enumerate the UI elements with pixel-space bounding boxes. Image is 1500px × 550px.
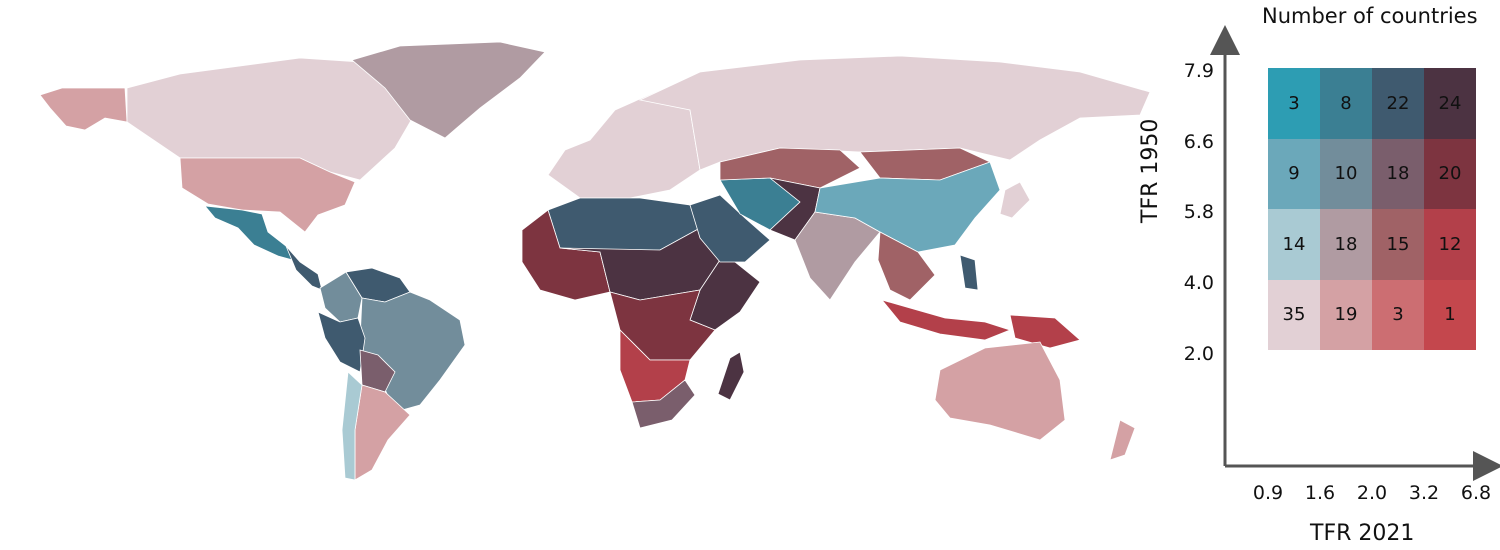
map-region-russia [638, 55, 1151, 171]
x-tick-label: 6.8 [1460, 482, 1492, 504]
x-axis-title: TFR 2021 [1310, 521, 1415, 546]
legend-cell: 1 [1424, 279, 1476, 350]
map-region-new-zealand [1109, 419, 1136, 461]
legend-cell: 19 [1320, 279, 1372, 350]
legend-axes [1210, 25, 1500, 481]
x-tick-label: 1.6 [1304, 482, 1336, 504]
legend-cell: 12 [1424, 209, 1476, 280]
map-region-japan [999, 181, 1031, 219]
legend-cell: 15 [1372, 209, 1424, 280]
map-region-philippines [959, 254, 979, 291]
legend-cell: 14 [1268, 209, 1320, 280]
map-region-central-america [285, 245, 323, 291]
map-region-southeast-asia [877, 231, 936, 301]
legend-cell: 22 [1372, 68, 1424, 139]
legend-cell: 24 [1424, 68, 1476, 139]
map-region-australia [934, 341, 1066, 441]
map-region-greenland [351, 41, 546, 139]
map-region-alaska [39, 87, 128, 131]
map-region-indonesia [880, 299, 1012, 341]
legend-cell: 35 [1268, 279, 1320, 350]
legend-cell: 3 [1372, 279, 1424, 350]
y-axis-title: TFR 1950 [1138, 118, 1163, 223]
map-region-chile [341, 371, 363, 481]
world-choropleth-map [39, 41, 1151, 481]
map-region-central-asia [719, 147, 861, 189]
x-tick-label: 2.0 [1356, 482, 1388, 504]
map-region-papua-new-guinea [1009, 314, 1081, 349]
legend-cell: 18 [1320, 209, 1372, 280]
y-tick-label: 7.9 [1183, 60, 1214, 82]
legend-cell: 18 [1372, 138, 1424, 209]
map-region-south-africa [631, 379, 696, 429]
map-region-united-states [179, 157, 356, 233]
x-tick-label: 0.9 [1252, 482, 1284, 504]
legend-cell: 8 [1320, 68, 1372, 139]
legend-title: Number of countries [1262, 4, 1478, 28]
bivariate-legend [1140, 0, 1500, 550]
map-region-arabian-peninsula [689, 194, 771, 263]
legend-cell: 20 [1424, 138, 1476, 209]
y-tick-label: 6.6 [1183, 131, 1214, 153]
map-region-china [814, 161, 1001, 253]
y-tick-label: 5.8 [1183, 201, 1214, 223]
x-tick-label: 3.2 [1408, 482, 1440, 504]
y-tick-label: 4.0 [1183, 272, 1214, 294]
y-tick-label: 2.0 [1183, 343, 1214, 365]
map-region-madagascar [717, 351, 745, 401]
map-region-bolivia [359, 349, 396, 393]
legend-cell: 10 [1320, 138, 1372, 209]
legend-cell: 3 [1268, 68, 1320, 139]
legend-cell: 9 [1268, 138, 1320, 209]
